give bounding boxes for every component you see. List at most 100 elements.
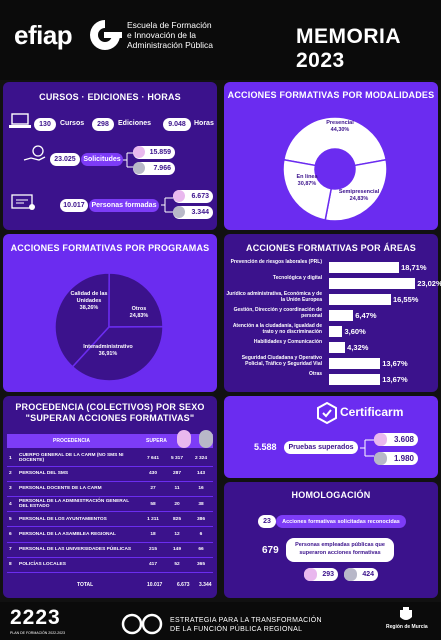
table-cell-m: 2 324: [189, 451, 213, 467]
donut-slice-presencial: [282, 116, 388, 167]
table-cell-m: 66: [189, 542, 213, 558]
table-cell-name: PERSONAL DE LA ASAMBLEA REGIONAL: [17, 526, 141, 543]
procedencia-table: 1 CUERPO GENERAL DE LA CARM (NO SMS NI DO…: [7, 451, 213, 574]
total-female: 6.673: [177, 582, 190, 588]
bar-label: Tecnológica y digital: [272, 275, 322, 281]
hand-coin-icon: [23, 145, 46, 161]
certificarm-logo-icon: [317, 402, 337, 424]
pie-slice-0: [54, 272, 110, 368]
efiap-logo: efiap: [14, 20, 73, 50]
male-avatar-icon: [344, 568, 357, 581]
donut-label-enlinea: En línea 30,87%: [292, 174, 322, 188]
table-cell-f: 11: [165, 481, 189, 498]
bar: [329, 358, 381, 369]
certificarm-panel: Certificarm 5.588 Pruebas superados 3.60…: [224, 396, 438, 478]
bar-label: Atención a la ciudadanía, igualdad de tr…: [232, 323, 322, 335]
bar-value-label: 16,55%: [392, 295, 419, 304]
bar-label: Jurídico administrativa, Económica y de …: [226, 291, 322, 303]
bar-label: Prevención de riesgos laborales (PRL): [230, 259, 322, 265]
bar-row: Tecnológica y digital 23,02%: [224, 275, 441, 290]
bar-label: Seguridad Ciudadana y Operativo Policial…: [241, 355, 322, 367]
efiap-subtitle-line: e Innovación de la: [127, 30, 196, 40]
table-cell-n: 6: [7, 526, 17, 543]
col-procedencia: PROCEDENCIA: [53, 438, 90, 444]
table-cell-s: 215: [141, 542, 165, 558]
table-row: 6 PERSONAL DE LA ASAMBLEA REGIONAL 18 12 6: [7, 526, 213, 543]
horas-value: 9.048: [163, 118, 191, 131]
label-text: Interadministrativo: [83, 344, 133, 350]
table-cell-name: CUERPO GENERAL DE LA CARM (NO SMS NI DOC…: [17, 451, 141, 467]
bar-row: Otras 13,67%: [224, 371, 434, 386]
table-cell-n: 2: [7, 466, 17, 482]
bar: [329, 294, 391, 305]
table-cell-m: 38: [189, 496, 213, 513]
table-cell-m: 16: [189, 481, 213, 498]
homolog-acc-value: 23: [258, 515, 276, 528]
modalidades-donut: [282, 116, 388, 222]
table-row: 1 CUERPO GENERAL DE LA CARM (NO SMS NI DO…: [7, 451, 213, 467]
table-cell-name: PERSONAL DOCENTE DE LA CARM: [17, 481, 141, 498]
female-avatar-icon: [374, 433, 387, 446]
label-value: 38,26%: [79, 305, 99, 311]
table-header: [7, 434, 213, 448]
homolog-per-label: Personas empleadas públicas que superaro…: [286, 538, 394, 562]
label-line: Personas empleadas públicas que: [295, 542, 385, 548]
table-row: 5 PERSONAL DE LOS AYUNTAMIENTOS 1 211 825 38…: [7, 511, 213, 528]
label-value: 24,83%: [349, 196, 369, 202]
bar-label: Otras: [308, 371, 322, 377]
table-cell-n: 1: [7, 451, 17, 467]
certificarm-value: 5.588: [254, 442, 277, 452]
bar-label: Gestión, Dirección y coordinación de per…: [233, 307, 322, 319]
pie-slice-2: [71, 325, 164, 382]
procedencia-title: PROCEDENCIA (COLECTIVOS) POR SEXO: [15, 402, 205, 412]
pie-label-inter: Interadministrativo 36,91%: [75, 344, 141, 358]
table-cell-s: 1 211: [141, 511, 165, 528]
female-avatar-icon: [133, 146, 145, 158]
region-murcia-logo: Región de Murcia: [386, 624, 428, 630]
table-cell-f: 20: [165, 496, 189, 513]
procedencia-subtitle: "SUPERAN ACCIONES FORMATIVAS": [25, 413, 195, 423]
label-line: superaron acciones formativas: [299, 549, 381, 556]
homolog-per-value: 679: [262, 545, 279, 556]
table-cell-s: 27: [141, 481, 165, 498]
table-cell-m: 365: [189, 557, 213, 574]
programas-pie: [54, 272, 164, 382]
bracket-icon: [123, 152, 133, 168]
modalidades-title: ACCIONES FORMATIVAS POR MODALIDADES: [227, 90, 435, 100]
table-row: 4 PERSONAL DE LA ADMINISTRACIÓN GENERAL D…: [7, 496, 213, 513]
table-cell-f: 52: [165, 557, 189, 574]
bar: [329, 374, 381, 385]
plan-2223-logo: 2223: [10, 606, 61, 629]
bar: [329, 278, 416, 289]
bar: [329, 326, 343, 337]
homologacion-title: HOMOLOGACIÓN: [291, 490, 371, 500]
table-cell-s: 18: [141, 526, 165, 543]
areas-title: ACCIONES FORMATIVAS POR ÁREAS: [246, 243, 416, 253]
table-cell-f: 287: [165, 466, 189, 482]
cursos-panel: CURSOS · EDICIONES · HORAS 130 Cursos 29…: [3, 82, 217, 230]
total-male: 3.344: [199, 582, 212, 588]
table-row: 7 PERSONAL DE LAS UNIVERSIDADES PÚBLICAS 2…: [7, 542, 213, 558]
donut-slice-en-línea: [324, 158, 388, 222]
cursos-value: 130: [34, 118, 56, 131]
bar-value-label: 4,32%: [347, 343, 369, 352]
bar-row: Prevención de riesgos laborales (PRL) 18,…: [224, 259, 434, 274]
bar: [329, 262, 400, 273]
bar-row: Gestión, Dirección y coordinación de per…: [224, 307, 434, 322]
table-cell-name: PERSONAL DEL SMS: [17, 466, 141, 482]
table-cell-f: 149: [165, 542, 189, 558]
horas-label: Horas: [194, 120, 214, 127]
strategy-logo-icon: [121, 613, 163, 635]
efiap-subtitle-line: Escuela de Formación: [127, 20, 212, 30]
bar-label: Habilidades y Comunicación: [253, 339, 322, 345]
table-cell-s: 417: [141, 557, 165, 574]
table-cell-m: 143: [189, 466, 213, 482]
total-supera: 10.017: [147, 582, 163, 588]
laptop-icon: [9, 113, 31, 128]
male-avatar-icon: [374, 452, 387, 465]
certificarm-label: Pruebas superados: [284, 441, 358, 454]
bar: [329, 342, 346, 353]
bar-row: Seguridad Ciudadana y Operativo Policial…: [224, 355, 434, 370]
donut-label-presencial: Presencial 44,30%: [320, 120, 360, 134]
certificarm-title: Certificarm: [340, 405, 404, 419]
